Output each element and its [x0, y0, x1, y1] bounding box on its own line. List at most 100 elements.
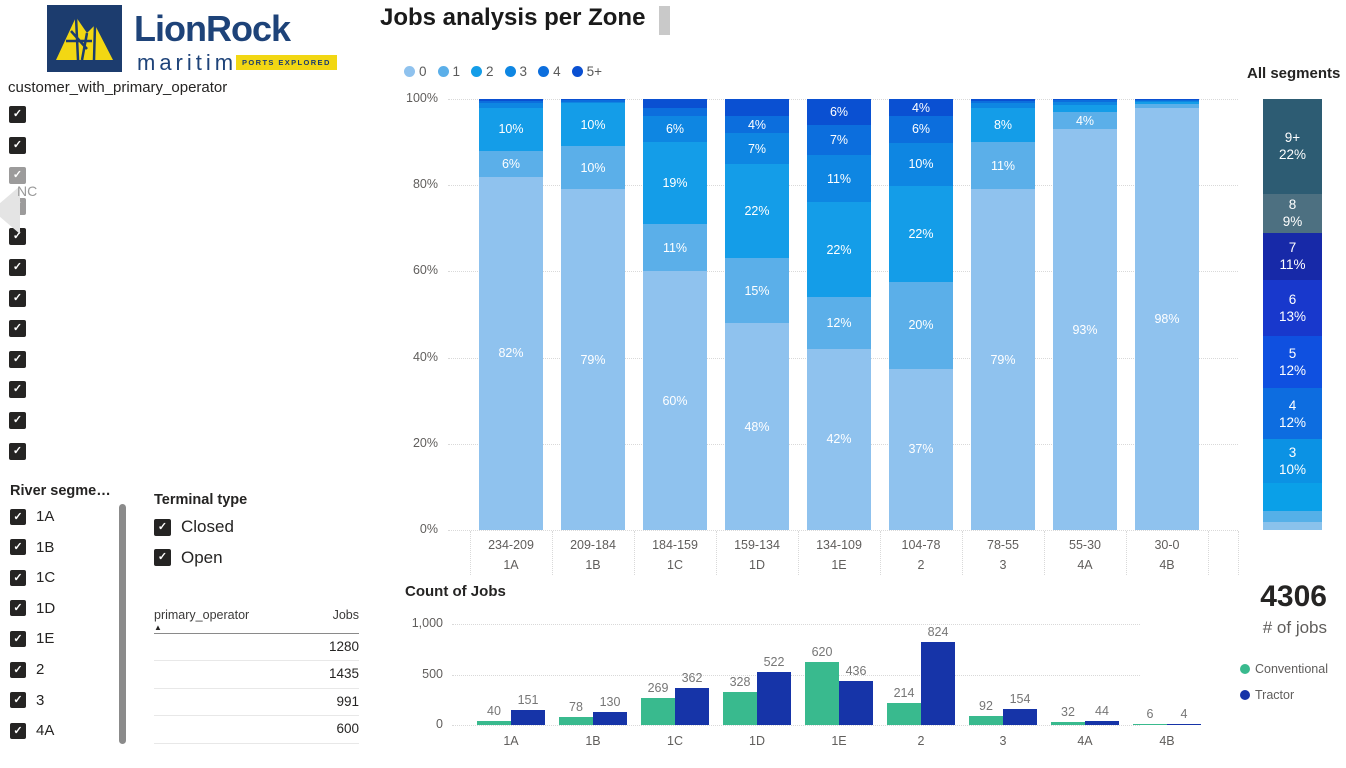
- bar-segment-0[interactable]: 42%: [807, 348, 871, 530]
- bar-segment-1[interactable]: 11%: [971, 142, 1035, 190]
- bar-segment-5+[interactable]: 6%: [807, 99, 871, 125]
- customer-checkbox[interactable]: ✓: [9, 350, 26, 368]
- bar-segment-1[interactable]: 6%: [479, 150, 543, 177]
- conventional-bar-1B[interactable]: [559, 717, 593, 725]
- all-segments-segment-4[interactable]: 4 12%: [1263, 387, 1322, 440]
- bar-segment-4[interactable]: [1053, 100, 1117, 102]
- bar-segment-2[interactable]: 22%: [807, 202, 871, 298]
- bar-segment-2[interactable]: [1135, 102, 1199, 105]
- table-row[interactable]: 1435: [154, 661, 359, 689]
- bar-segment-1[interactable]: 20%: [889, 281, 953, 369]
- bar-segment-3[interactable]: [971, 103, 1035, 108]
- bar-segment-4[interactable]: 6%: [889, 116, 953, 143]
- tractor-bar-1E[interactable]: [839, 680, 873, 725]
- tractor-bar-1B[interactable]: [593, 711, 627, 725]
- river-segment-checkbox[interactable]: ✓: [10, 661, 26, 678]
- bar-segment-2[interactable]: 22%: [889, 186, 953, 282]
- bar-segment-3[interactable]: [1053, 102, 1117, 106]
- bar-segment-5+[interactable]: [479, 99, 543, 102]
- conventional-bar-1D[interactable]: [723, 691, 757, 725]
- bar-segment-1[interactable]: 4%: [1053, 111, 1117, 130]
- col-jobs[interactable]: Jobs: [332, 608, 359, 622]
- bar-segment-0[interactable]: 79%: [561, 189, 625, 530]
- tractor-bar-1A[interactable]: [511, 709, 545, 725]
- stacked-bar-2[interactable]: 4% 6% 10% 22% 20% 37%: [889, 99, 953, 530]
- tractor-bar-1C[interactable]: [675, 688, 709, 725]
- bar-segment-1[interactable]: 12%: [807, 297, 871, 349]
- river-segment-checkbox[interactable]: ✓: [10, 692, 26, 709]
- conventional-bar-4A[interactable]: [1051, 721, 1085, 725]
- all-segments-segment-2[interactable]: [1263, 482, 1322, 511]
- river-segment-checkbox[interactable]: ✓: [10, 600, 26, 617]
- bar-segment-4[interactable]: [643, 107, 707, 117]
- bar-segment-0[interactable]: 98%: [1135, 107, 1199, 530]
- river-segment-checkbox[interactable]: ✓: [10, 722, 26, 739]
- bar-segment-0[interactable]: 93%: [1053, 129, 1117, 530]
- conventional-bar-2[interactable]: [887, 703, 921, 725]
- bar-segment-4[interactable]: 7%: [807, 124, 871, 156]
- bar-segment-4[interactable]: [479, 101, 543, 104]
- legend-item-1[interactable]: 1: [437, 64, 460, 79]
- all-segments-segment-6[interactable]: 6 13%: [1263, 280, 1322, 337]
- all-segments-segment-3[interactable]: 3 10%: [1263, 439, 1322, 483]
- sort-asc-icon[interactable]: ▲: [154, 623, 162, 632]
- bar-segment-0[interactable]: 79%: [971, 189, 1035, 530]
- legend-item-0[interactable]: 0: [404, 64, 427, 79]
- stacked-bar-1C[interactable]: 6% 19% 11% 60%: [643, 99, 707, 530]
- bar-segment-1[interactable]: 15%: [725, 258, 789, 324]
- customer-checkbox[interactable]: ✓: [9, 106, 26, 123]
- conventional-bar-1A[interactable]: [477, 720, 511, 725]
- table-row[interactable]: 600: [154, 716, 359, 744]
- bar-segment-3[interactable]: [561, 101, 625, 104]
- tractor-bar-3[interactable]: [1003, 709, 1037, 725]
- bar-segment-0[interactable]: 48%: [725, 323, 789, 530]
- terminal-type-checkbox[interactable]: ✓: [154, 549, 171, 566]
- customer-checkbox[interactable]: ✓: [9, 442, 26, 460]
- legend-item-2[interactable]: 2: [471, 64, 494, 79]
- bar-segment-5+[interactable]: [643, 99, 707, 108]
- bar-segment-3[interactable]: 6%: [643, 116, 707, 143]
- table-row[interactable]: 1280: [154, 634, 359, 662]
- col-primary-operator[interactable]: primary_operator: [154, 608, 250, 622]
- customer-checkbox[interactable]: ✓: [9, 412, 26, 429]
- bar-segment-2[interactable]: 10%: [561, 103, 625, 147]
- bar-segment-5+[interactable]: [561, 99, 625, 101]
- bar-segment-3[interactable]: 7%: [725, 133, 789, 164]
- bar-segment-4[interactable]: [561, 100, 625, 102]
- all-segments-segment-0[interactable]: [1263, 521, 1322, 530]
- bar-segment-2[interactable]: [1053, 105, 1117, 112]
- legend-item-conventional[interactable]: Conventional: [1240, 662, 1328, 676]
- river-slicer-scrollbar[interactable]: [119, 504, 126, 744]
- stacked-bar-4A[interactable]: 4% 93%: [1053, 99, 1117, 530]
- conventional-bar-4B[interactable]: [1133, 724, 1167, 725]
- river-segment-checkbox[interactable]: ✓: [10, 630, 26, 647]
- bar-segment-0[interactable]: 82%: [479, 176, 543, 530]
- bar-segment-2[interactable]: 19%: [643, 142, 707, 224]
- bar-segment-3[interactable]: [479, 103, 543, 108]
- stacked-bar-3[interactable]: 8% 11% 79%: [971, 99, 1035, 530]
- bar-segment-5+[interactable]: [971, 99, 1035, 102]
- bar-segment-3[interactable]: [1135, 100, 1199, 102]
- legend-item-tractor[interactable]: Tractor: [1240, 688, 1294, 702]
- conventional-bar-1C[interactable]: [641, 697, 675, 725]
- bar-segment-4[interactable]: [1135, 99, 1199, 101]
- tractor-bar-1D[interactable]: [757, 672, 791, 725]
- bar-segment-2[interactable]: 22%: [725, 163, 789, 259]
- all-segments-segment-5[interactable]: 5 12%: [1263, 336, 1322, 388]
- table-row[interactable]: 991: [154, 689, 359, 717]
- bar-segment-0[interactable]: 60%: [643, 271, 707, 530]
- bar-segment-1[interactable]: [1135, 104, 1199, 108]
- legend-item-5+[interactable]: 5+: [571, 64, 602, 79]
- bar-segment-0[interactable]: 37%: [889, 368, 953, 530]
- bar-segment-4[interactable]: 4%: [725, 116, 789, 134]
- bar-segment-4[interactable]: [971, 101, 1035, 104]
- stacked-bar-1E[interactable]: 6% 7% 11% 22% 12% 42%: [807, 99, 871, 530]
- bar-segment-3[interactable]: 10%: [889, 142, 953, 187]
- customer-checkbox[interactable]: ✓: [9, 167, 26, 185]
- bar-segment-5+[interactable]: [1135, 99, 1199, 100]
- stacked-bar-1A[interactable]: 10% 6% 82%: [479, 99, 543, 530]
- bar-segment-5+[interactable]: [1053, 99, 1117, 101]
- tractor-bar-4A[interactable]: [1085, 720, 1119, 725]
- conventional-bar-1E[interactable]: [805, 662, 839, 725]
- terminal-type-checkbox[interactable]: ✓: [154, 518, 171, 536]
